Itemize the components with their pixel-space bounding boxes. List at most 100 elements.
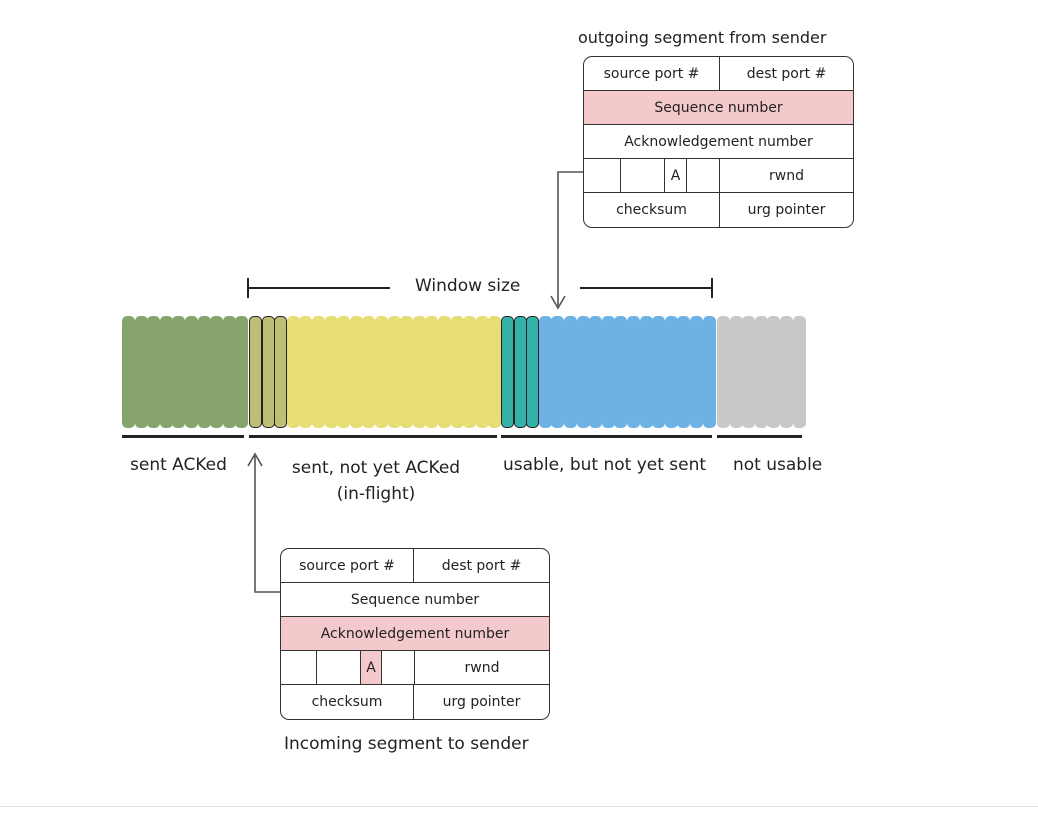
checksum-row: checksum urg pointer xyxy=(584,193,853,227)
not-usable-byte-bar xyxy=(792,316,806,428)
sent-acked-byte-bar xyxy=(147,316,161,428)
sent-not-acked-byte-bar xyxy=(425,316,439,428)
incoming-segment-title: Incoming segment to sender xyxy=(284,734,529,754)
sent-acked-label: sent ACKed xyxy=(130,455,227,475)
sent-not-acked-byte-bar xyxy=(299,316,313,428)
sent-acked-byte-bar xyxy=(122,316,135,428)
sent-acked-byte-bar xyxy=(172,316,186,428)
outgoing-arrow-line xyxy=(557,171,583,306)
flag-cell xyxy=(382,651,415,684)
bottom-divider xyxy=(0,806,1038,807)
usable-not-sent-byte-bar xyxy=(664,316,678,428)
flags-row: A rwnd xyxy=(281,651,549,685)
usable-not-sent-label: usable, but not yet sent xyxy=(503,455,707,475)
not-usable-byte-bar xyxy=(717,316,730,428)
checksum-cell: checksum xyxy=(584,193,720,227)
ack-flag-cell: A xyxy=(361,651,382,684)
sent-acked-underline xyxy=(122,435,244,438)
sent-not-acked-byte-bar xyxy=(324,316,338,428)
checksum-cell: checksum xyxy=(281,685,414,719)
sent-acked-byte-bar xyxy=(235,316,249,428)
ack-number-cell: Acknowledgement number xyxy=(624,133,813,150)
outgoing-segment-table: source port # dest port # Sequence numbe… xyxy=(583,56,854,228)
sent-not-acked-byte-bar xyxy=(412,316,426,428)
outgoing-segment-title: outgoing segment from sender xyxy=(578,28,827,47)
sent-acked-byte-bar xyxy=(222,316,236,428)
not-usable-byte-bar xyxy=(742,316,756,428)
window-size-label: Window size xyxy=(415,276,521,296)
flag-cell xyxy=(621,159,665,192)
sent-not-acked-byte-bar xyxy=(312,316,325,428)
flag-cell xyxy=(317,651,361,684)
incoming-arrow-line xyxy=(254,456,281,593)
usable-not-sent-byte-bar xyxy=(652,316,666,428)
flag-cell xyxy=(584,159,621,192)
sequence-number-cell: Sequence number xyxy=(654,99,783,116)
sent-not-acked-byte-bar xyxy=(362,316,376,428)
sent-not-acked-byte-bar xyxy=(387,316,401,428)
outgoing-arrowhead xyxy=(550,295,566,310)
not-usable-byte-bar xyxy=(729,316,743,428)
ports-row: source port # dest port # xyxy=(584,57,853,91)
sent-not-acked-byte-bar xyxy=(274,316,288,428)
sent-acked-byte-bar xyxy=(197,316,211,428)
sent-acked-byte-bar xyxy=(185,316,198,428)
usable-not-sent-byte-bar xyxy=(551,316,565,428)
sent-not-acked-byte-bar xyxy=(400,316,414,428)
incoming-arrowhead xyxy=(247,452,263,467)
source-port-cell: source port # xyxy=(281,549,414,582)
usable-not-sent-byte-bar xyxy=(677,316,691,428)
usable-not-sent-byte-bar xyxy=(576,316,590,428)
sequence-number-row: Sequence number xyxy=(281,583,549,617)
usable-not-sent-byte-bar xyxy=(589,316,603,428)
dest-port-cell: dest port # xyxy=(746,65,827,82)
usable-not-sent-byte-bar xyxy=(501,316,514,428)
usable-not-sent-underline xyxy=(501,435,712,438)
sent-not-acked-byte-bar xyxy=(249,316,262,428)
flags-row: A rwnd xyxy=(584,159,853,193)
ports-row: source port # dest port # xyxy=(281,549,549,583)
sent-acked-byte-bar xyxy=(134,316,148,428)
usable-not-sent-byte-bar xyxy=(702,316,716,428)
flag-cell xyxy=(687,159,720,192)
rwnd-cell: rwnd xyxy=(769,167,804,184)
dest-port-cell: dest port # xyxy=(441,557,522,574)
sent-not-acked-byte-bar xyxy=(261,316,275,428)
flag-cell xyxy=(281,651,317,684)
source-port-cell: source port # xyxy=(584,57,720,90)
rwnd-cell: rwnd xyxy=(464,659,500,676)
sent-not-acked-byte-bar xyxy=(286,316,300,428)
sequence-number-row: Sequence number xyxy=(584,91,853,125)
urg-pointer-cell: urg pointer xyxy=(442,694,521,710)
sent-acked-byte-bar xyxy=(159,316,173,428)
usable-not-sent-byte-bar xyxy=(601,316,615,428)
usable-not-sent-byte-bar xyxy=(614,316,628,428)
sequence-number-cell: Sequence number xyxy=(350,591,480,608)
usable-not-sent-byte-bar xyxy=(639,316,653,428)
not-usable-underline xyxy=(717,435,802,438)
not-usable-byte-bar xyxy=(754,316,768,428)
urg-pointer-cell: urg pointer xyxy=(747,202,826,218)
usable-not-sent-byte-bar xyxy=(627,316,640,428)
usable-not-sent-byte-bar xyxy=(538,316,552,428)
sent-not-acked-byte-bar xyxy=(349,316,363,428)
ack-number-cell: Acknowledgement number xyxy=(320,625,510,642)
incoming-segment-table: source port # dest port # Sequence numbe… xyxy=(280,548,550,720)
sent-not-acked-byte-bar xyxy=(337,316,351,428)
sent-not-acked-byte-bar xyxy=(488,316,502,428)
checksum-row: checksum urg pointer xyxy=(281,685,549,719)
ack-number-row: Acknowledgement number xyxy=(281,617,549,651)
sent-not-acked-underline xyxy=(249,435,497,438)
usable-not-sent-byte-bar xyxy=(690,316,703,428)
sent-not-acked-byte-bar xyxy=(438,316,451,428)
sent-not-acked-byte-bar xyxy=(375,316,388,428)
ack-flag-cell: A xyxy=(665,159,687,192)
sent-not-acked-byte-bar xyxy=(475,316,489,428)
sent-not-acked-label: sent, not yet ACKed (in-flight) xyxy=(291,458,461,504)
usable-not-sent-byte-bar xyxy=(564,316,577,428)
sent-acked-byte-bar xyxy=(210,316,224,428)
not-usable-byte-bar xyxy=(767,316,781,428)
sent-not-acked-byte-bar xyxy=(463,316,477,428)
not-usable-label: not usable xyxy=(733,455,823,475)
usable-not-sent-byte-bar xyxy=(513,316,527,428)
